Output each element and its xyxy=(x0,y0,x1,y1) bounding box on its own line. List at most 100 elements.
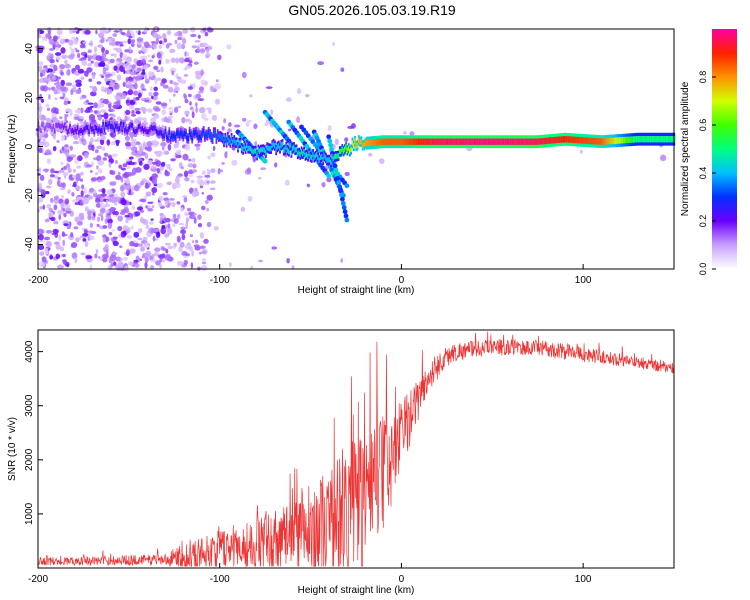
spectrogram-noise-blob xyxy=(50,197,54,203)
spectrogram-noise-blob xyxy=(160,161,166,167)
spectrogram-noise-blob xyxy=(63,212,67,218)
spectrogram-noise-blob xyxy=(109,254,117,261)
spectrogram-noise-blob xyxy=(199,106,206,114)
spectrogram-noise-blob xyxy=(181,233,186,241)
spectrogram-ridge-core xyxy=(221,135,224,141)
spectrogram-ridge-core xyxy=(612,137,615,145)
spectrogram-noise-blob xyxy=(201,170,206,176)
spectrogram-noise-blob xyxy=(130,146,138,152)
spectrogram-noise-blob xyxy=(258,177,262,180)
colorbar-tick-label: 0.6 xyxy=(698,119,708,132)
spectrogram-noise-blob xyxy=(52,228,59,234)
spectrogram-ridge-core xyxy=(228,137,230,143)
spectrogram-ridge-core xyxy=(215,136,218,142)
spectrogram-noise-blob xyxy=(112,104,119,109)
spectrogram-noise-blob xyxy=(184,144,191,151)
spectrogram-noise-blob xyxy=(194,246,201,251)
spectrogram-noise-blob xyxy=(147,54,151,58)
spectrogram-ridge-core xyxy=(286,147,289,153)
spectrogram-ridge-core xyxy=(157,130,159,136)
spectrogram-ridge-core xyxy=(258,148,261,154)
spectrogram-noise-blob xyxy=(150,218,154,221)
spectrogram-noise-blob xyxy=(265,119,270,124)
spectrogram-noise-blob xyxy=(91,161,94,167)
spectrogram-noise-blob xyxy=(131,109,135,115)
spectrogram-noise-blob xyxy=(144,252,151,257)
spectrogram-ridge-core xyxy=(595,138,598,145)
spectrogram-ridge-core xyxy=(355,143,358,149)
snr-x-tick-label: 100 xyxy=(575,574,592,585)
spectrogram-noise-blob xyxy=(99,207,106,214)
spectrogram-noise-blob xyxy=(195,93,202,99)
spectrogram-ridge-core xyxy=(148,129,150,135)
spectrogram-noise-blob xyxy=(88,114,96,121)
spectrogram-ridge-core xyxy=(149,127,152,133)
spectrogram-ridge-core xyxy=(158,130,160,136)
spectrogram-ridge-core xyxy=(137,124,140,130)
spectrogram-noise-blob xyxy=(150,265,155,270)
spectrogram-noise-blob xyxy=(136,206,144,211)
spectrogram-noise-blob xyxy=(164,233,170,238)
spectrogram-noise-blob xyxy=(155,160,162,167)
spectrogram-noise-blob xyxy=(65,151,70,158)
spectrogram-noise-blob xyxy=(81,94,87,99)
spectrogram-noise-blob xyxy=(151,177,158,185)
spectrogram-noise-blob xyxy=(194,143,201,147)
spectrogram-noise-blob xyxy=(102,253,109,259)
spectrogram-noise-blob xyxy=(75,89,82,94)
spectrogram-ridge-core xyxy=(407,138,410,145)
spectrogram-noise-blob xyxy=(120,32,126,35)
spectrogram-ridge-core xyxy=(415,138,417,145)
spectrogram-noise-blob xyxy=(38,182,42,190)
spectrogram-ridge-core xyxy=(342,148,345,154)
spectrogram-noise-blob xyxy=(260,167,267,171)
spectrogram-ridge-core xyxy=(65,126,68,132)
spectrogram-ridge-core xyxy=(154,125,157,131)
spectrogram-noise-blob xyxy=(139,146,143,153)
spectrogram-ridge-core xyxy=(174,135,177,141)
spectrogram-noise-blob xyxy=(152,32,158,39)
spectrogram-noise-blob xyxy=(55,46,59,51)
spectrogram-noise-blob xyxy=(182,195,188,198)
spectrogram-noise-blob xyxy=(147,159,153,165)
spectrogram-ridge-core xyxy=(336,153,339,159)
spectrogram-noise-blob xyxy=(134,150,138,153)
spectrogram-ridge-core xyxy=(104,121,107,127)
spectrogram-noise-blob xyxy=(297,88,302,95)
spectrogram-noise-blob xyxy=(143,163,150,170)
spectrogram-noise-blob xyxy=(64,204,71,208)
spectrogram-noise-blob xyxy=(83,187,87,194)
spectrogram-ridge-core xyxy=(288,148,290,154)
spectrogram-noise-blob xyxy=(53,88,58,95)
spectrogram-ridge-core xyxy=(667,136,669,143)
spectrogram-ridge-core xyxy=(140,126,143,132)
spectrogram-noise-blob xyxy=(164,171,170,177)
spectrogram-ridge-core xyxy=(581,137,584,144)
spectrogram-noise-blob xyxy=(101,146,106,151)
spectrogram-noise-blob xyxy=(189,214,196,220)
spectrogram-ridge-core xyxy=(197,135,200,141)
spectrogram-noise-blob xyxy=(88,42,93,46)
spectrogram-noise-blob xyxy=(151,187,158,194)
spectrogram-noise-blob xyxy=(204,199,209,205)
spectrogram-ridge-core xyxy=(112,124,115,131)
spectrogram-ridge-core xyxy=(211,136,214,142)
spectrogram-noise-blob xyxy=(48,178,53,185)
spectrogram-noise-blob xyxy=(159,216,163,224)
spectrogram-ridge-core xyxy=(186,135,188,141)
spectrogram-noise-blob xyxy=(119,245,123,248)
spectrogram-ridge-core xyxy=(70,128,73,134)
spectrogram-noise-blob xyxy=(90,177,98,182)
spectrogram-ridge-core xyxy=(538,138,541,145)
spectrogram-ridge-core xyxy=(146,129,149,135)
spectrogram-noise-blob xyxy=(128,261,134,266)
spectrogram-ridge-core xyxy=(412,138,415,145)
spectrogram-ridge-core xyxy=(449,138,452,145)
spectrogram-ridge-core xyxy=(499,138,501,145)
spectrogram-ridge-core xyxy=(489,138,491,145)
spectrogram-ridge-core xyxy=(218,134,220,140)
spectrogram-ridge-core xyxy=(57,122,60,128)
spectrogram-ridge-core xyxy=(583,137,585,144)
spectrogram-noise-blob xyxy=(72,174,76,179)
spectrogram-ridge-core xyxy=(172,134,174,140)
